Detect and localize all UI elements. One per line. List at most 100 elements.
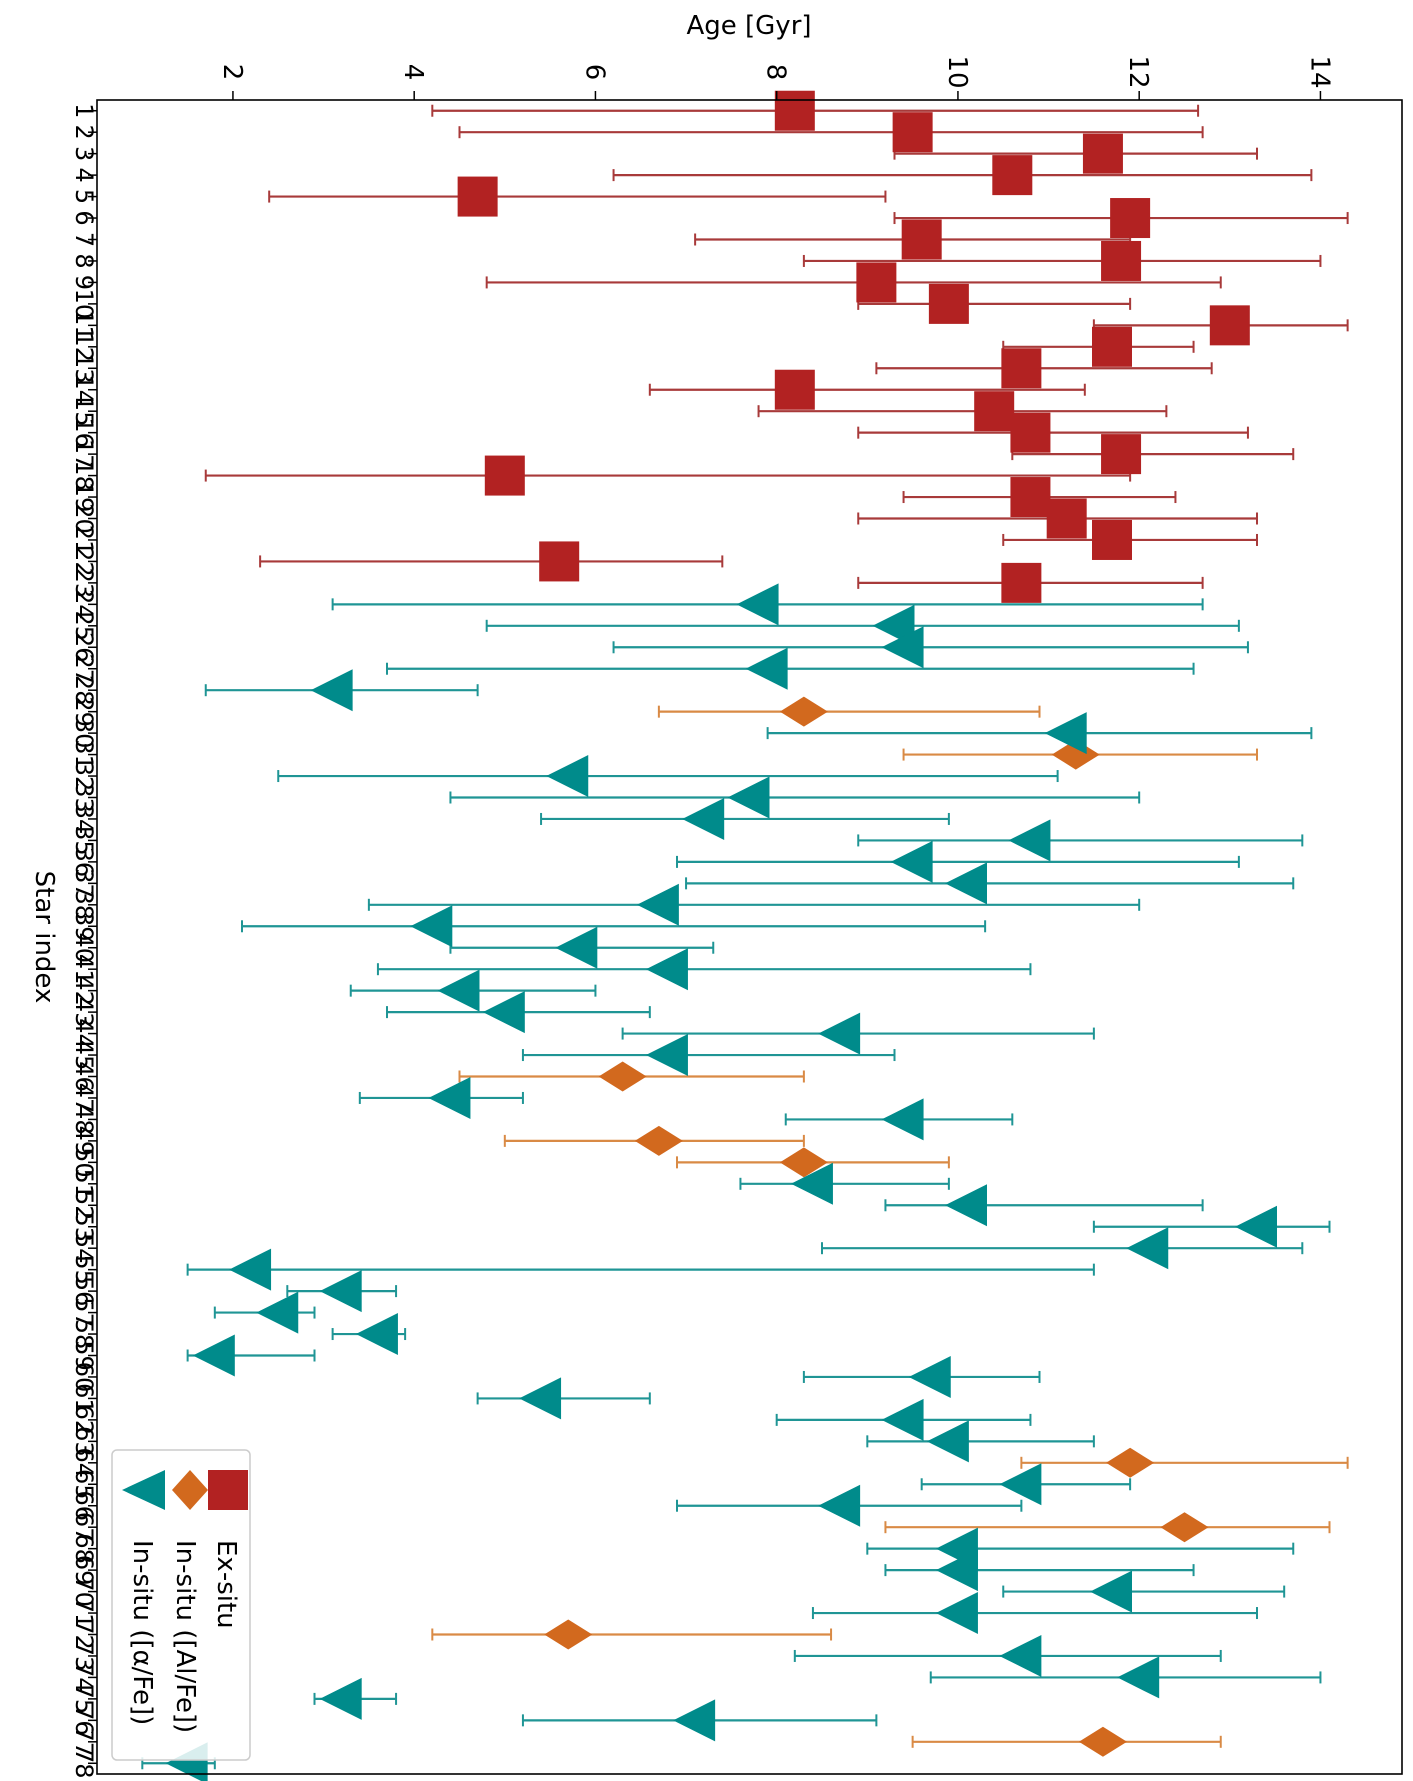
y-tick-label-9: 9	[70, 275, 98, 290]
in-situ-alpha-marker-54	[1126, 1227, 1169, 1270]
legend: Ex-situ In-situ ([Al/Fe]) In-situ ([α/Fe…	[111, 1449, 251, 1761]
x-tick-label-14: 14	[1304, 55, 1334, 88]
ex-situ-marker-21	[1092, 519, 1132, 560]
legend-label-ex-situ: Ex-situ	[211, 1540, 241, 1629]
y-tick-label-64: 64	[70, 1448, 98, 1479]
y-tick-label-48: 48	[70, 1104, 98, 1135]
y-tick-label-49: 49	[70, 1126, 98, 1157]
y-tick-label-56: 56	[70, 1276, 98, 1307]
axes-layer: 2 4 6 8 10 12 14123456789101112131415161718192…	[70, 55, 1334, 1778]
y-tick-label-36: 36	[70, 847, 98, 878]
x-tick-label-2: 2	[217, 64, 247, 81]
y-tick-label-39: 39	[70, 911, 98, 942]
in-situ-alpha-marker-71	[935, 1592, 978, 1635]
ex-situ-marker-8	[1101, 240, 1142, 281]
y-tick-label-37: 37	[70, 868, 98, 899]
y-tick-label-55: 55	[70, 1254, 98, 1285]
in-situ-alpha-marker-42	[437, 969, 480, 1012]
in-situ-alpha-marker-36	[890, 840, 933, 883]
in-situ-alpha-marker-63	[926, 1420, 969, 1463]
y-tick-label-59: 59	[70, 1340, 98, 1371]
y-tick-label-70: 70	[70, 1576, 98, 1607]
in-situ-alpha-marker-74	[1117, 1656, 1160, 1699]
y-tick-label-74: 74	[70, 1662, 98, 1693]
y-tick-label-58: 58	[70, 1319, 98, 1350]
in-situ-al-marker-72	[544, 1619, 593, 1650]
y-tick-label-69: 69	[70, 1555, 98, 1586]
in-situ-alpha-marker-70	[1090, 1570, 1132, 1613]
in-situ-alpha-marker-61	[519, 1377, 562, 1420]
in-situ-alpha-marker-28	[310, 669, 353, 712]
y-tick-label-60: 60	[70, 1362, 98, 1393]
in-situ-alpha-marker-62	[881, 1398, 924, 1441]
y-tick-label-46: 46	[70, 1061, 98, 1092]
y-tick-label-67: 67	[70, 1512, 98, 1543]
y-tick-label-13: 13	[70, 353, 98, 384]
y-tick-label-7: 7	[70, 232, 98, 247]
in-situ-al-marker-49	[634, 1125, 683, 1156]
y-tick-label-71: 71	[70, 1598, 98, 1629]
ex-situ-marker-13	[1001, 348, 1042, 389]
y-tick-label-15: 15	[70, 396, 98, 427]
ex-situ-marker-15	[974, 391, 1015, 432]
y-tick-label-51: 51	[70, 1169, 98, 1200]
in-situ-alpha-marker-45	[645, 1034, 688, 1077]
ex-situ-marker-16	[1010, 412, 1051, 453]
x-axis-label: Age [Gyr]	[686, 11, 811, 41]
in-situ-alpha-marker-24	[736, 583, 779, 626]
in-situ-alpha-marker-38	[636, 883, 679, 926]
y-tick-label-53: 53	[70, 1211, 98, 1242]
y-tick-label-5: 5	[70, 189, 98, 204]
in-situ-alpha-marker-52	[945, 1184, 987, 1227]
in-situ-alpha-marker-58	[355, 1313, 398, 1356]
in-situ-alpha-marker-33	[727, 776, 770, 819]
in-situ-al-marker-29	[779, 696, 828, 727]
ex-situ-marker-9	[856, 262, 897, 303]
in-situ-alpha-marker-55	[229, 1248, 272, 1291]
ex-situ-marker-20	[1046, 498, 1087, 539]
y-tick-label-43: 43	[70, 997, 98, 1028]
y-tick-label-8: 8	[70, 253, 98, 268]
y-tick-label-68: 68	[70, 1533, 98, 1564]
y-tick-label-75: 75	[70, 1684, 98, 1715]
y-tick-label-41: 41	[70, 954, 98, 985]
y-axis-label: Star index	[29, 871, 59, 1004]
in-situ-alpha-marker-30	[1044, 712, 1087, 755]
in-situ-alpha-marker-53	[1235, 1205, 1277, 1248]
legend-label-in-situ-al: In-situ ([Al/Fe])	[170, 1540, 200, 1733]
ex-situ-marker-18	[484, 455, 525, 496]
x-tick-label-6: 6	[579, 64, 609, 81]
ex-situ-marker-17	[1101, 434, 1142, 475]
ex-situ-marker-3	[1082, 133, 1123, 174]
y-tick-label-47: 47	[70, 1083, 98, 1114]
in-situ-al-marker-67	[1160, 1512, 1209, 1543]
y-tick-label-76: 76	[70, 1705, 98, 1736]
y-tick-label-14: 14	[70, 374, 98, 405]
legend-frame	[111, 1449, 251, 1761]
in-situ-alpha-marker-32	[546, 755, 589, 798]
in-situ-alpha-marker-40	[555, 926, 598, 969]
in-situ-alpha-marker-51	[790, 1162, 833, 1205]
legend-swatch-ex-situ	[208, 1470, 248, 1510]
y-tick-label-66: 66	[70, 1490, 98, 1521]
y-tick-label-31: 31	[70, 739, 98, 770]
y-tick-label-29: 29	[70, 696, 98, 727]
in-situ-al-marker-50	[779, 1147, 828, 1178]
ex-situ-marker-6	[1110, 198, 1151, 239]
ex-situ-marker-19	[1010, 477, 1051, 518]
ex-situ-marker-10	[928, 283, 969, 324]
y-tick-label-72: 72	[70, 1619, 98, 1650]
y-tick-label-28: 28	[70, 675, 98, 706]
in-situ-alpha-marker-48	[881, 1098, 924, 1141]
in-situ-alpha-marker-44	[818, 1012, 861, 1055]
y-tick-label-23: 23	[70, 568, 98, 599]
y-tick-label-40: 40	[70, 932, 98, 963]
ex-situ-marker-22	[539, 541, 580, 582]
y-tick-label-4: 4	[70, 167, 98, 182]
x-tick-label-10: 10	[942, 55, 972, 88]
y-tick-label-11: 11	[70, 310, 98, 341]
ex-situ-marker-7	[901, 219, 942, 260]
x-tick-label-4: 4	[398, 64, 428, 81]
legend-swatch-in-situ-al	[172, 1470, 208, 1510]
y-tick-label-21: 21	[70, 525, 98, 556]
